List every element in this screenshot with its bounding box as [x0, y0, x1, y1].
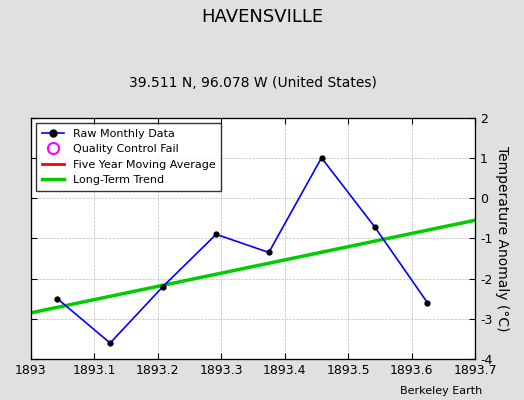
Title: 39.511 N, 96.078 W (United States): 39.511 N, 96.078 W (United States) [129, 76, 377, 90]
Text: HAVENSVILLE: HAVENSVILLE [201, 8, 323, 26]
Legend: Raw Monthly Data, Quality Control Fail, Five Year Moving Average, Long-Term Tren: Raw Monthly Data, Quality Control Fail, … [36, 123, 221, 191]
Y-axis label: Temperature Anomaly (°C): Temperature Anomaly (°C) [495, 146, 509, 331]
Text: Berkeley Earth: Berkeley Earth [400, 386, 482, 396]
